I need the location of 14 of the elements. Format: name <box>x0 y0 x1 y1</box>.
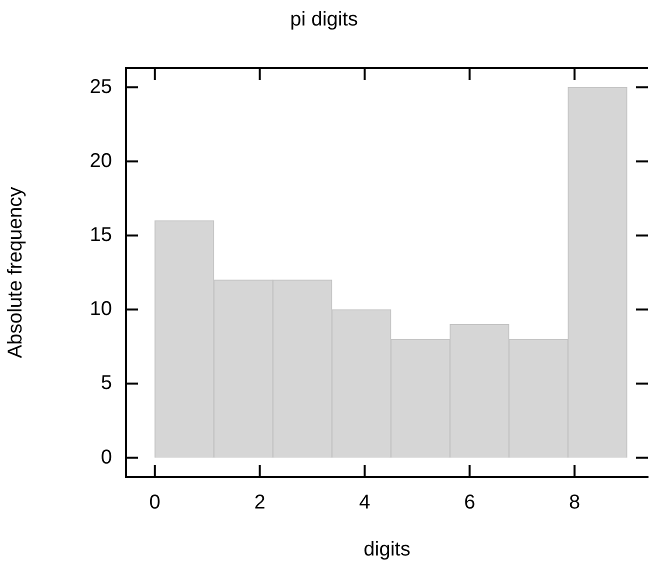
y-tick-label: 5 <box>100 372 112 394</box>
y-tick-label: 0 <box>100 446 112 468</box>
y-tick-label: 25 <box>90 76 112 98</box>
y-tick-label: 15 <box>90 224 112 246</box>
x-tick-label: 4 <box>359 492 370 514</box>
y-axis-title: Absolute frequency <box>4 186 27 358</box>
x-tick-label: 2 <box>254 492 266 514</box>
x-tick-label: 6 <box>464 492 476 514</box>
x-tick-label: 8 <box>568 492 580 514</box>
x-tick-label: 0 <box>149 492 160 514</box>
y-tick-label: 20 <box>90 150 112 172</box>
chart-title: pi digits <box>290 8 358 31</box>
y-tick-label: 10 <box>90 298 112 320</box>
x-axis-title: digits <box>364 538 410 561</box>
